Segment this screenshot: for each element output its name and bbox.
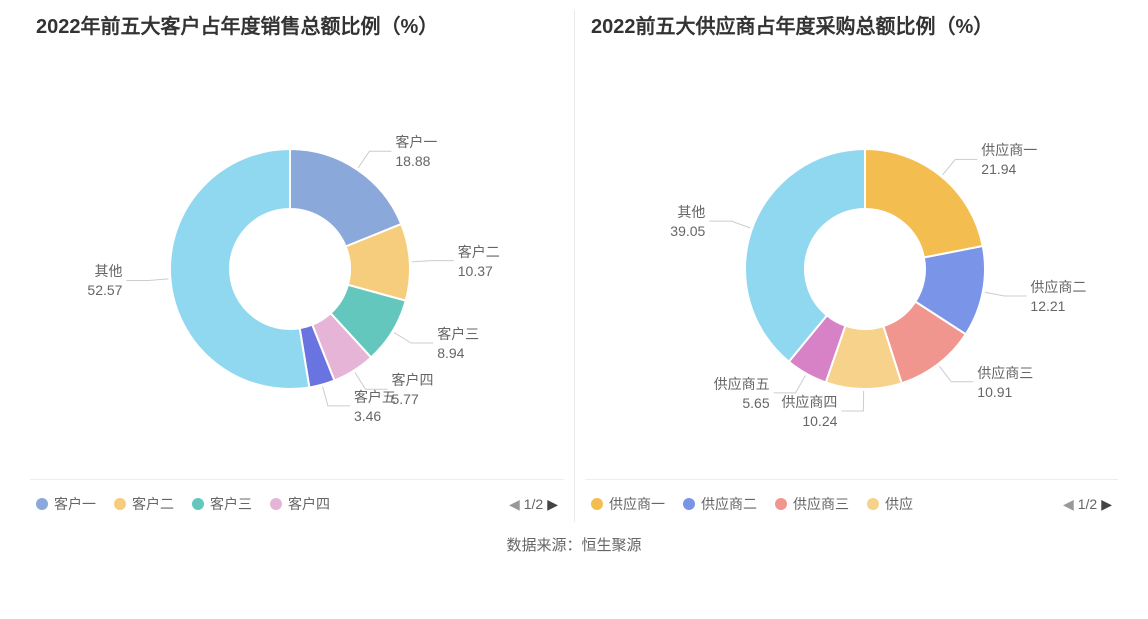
slice-label: 供应商四10.24 xyxy=(781,393,837,431)
pager-prev-icon[interactable]: ◀ xyxy=(509,496,520,513)
legend-item[interactable]: 供应商二 xyxy=(683,494,757,514)
legend-row-right: 供应商一 供应商二 供应商三 供应 ◀ 1/2 ▶ xyxy=(585,479,1118,522)
right-panel: 2022前五大供应商占年度采购总额比例（%） 供应商一21.94 供应商二12.2… xyxy=(575,10,1128,522)
pager-text-left: 1/2 xyxy=(524,496,543,512)
legend-item[interactable]: 供应 xyxy=(867,494,913,514)
legend-items-left: 客户一 客户二 客户三 客户四 xyxy=(36,494,505,514)
donut-chart-left: 客户一18.88 客户二10.37 客户三8.94客户四5.77客户五3.46 其他5… xyxy=(30,59,564,479)
pager-text-right: 1/2 xyxy=(1078,496,1097,512)
legend-item[interactable]: 客户四 xyxy=(270,494,330,514)
chart-title-left: 2022年前五大客户占年度销售总额比例（%） xyxy=(30,10,564,39)
pager-next-icon[interactable]: ▶ xyxy=(1101,496,1112,513)
legend-pager-right: ◀ 1/2 ▶ xyxy=(1063,496,1112,513)
legend-label: 供应商三 xyxy=(793,494,849,514)
charts-container: 2022年前五大客户占年度销售总额比例（%） 客户一18.88客户二10.37客… xyxy=(0,0,1148,522)
slice-label: 供应商二12.21 xyxy=(1030,278,1086,316)
legend-swatch xyxy=(36,498,48,510)
chart-title-right: 2022前五大供应商占年度采购总额比例（%） xyxy=(585,10,1118,39)
slice-label: 客户五3.46 xyxy=(354,388,396,426)
slice-label: 客户三8.94 xyxy=(437,325,479,363)
legend-label: 供应商二 xyxy=(701,494,757,514)
left-panel: 2022年前五大客户占年度销售总额比例（%） 客户一18.88客户二10.37客… xyxy=(20,10,575,522)
legend-swatch xyxy=(591,498,603,510)
legend-item[interactable]: 客户三 xyxy=(192,494,252,514)
legend-swatch xyxy=(775,498,787,510)
legend-swatch xyxy=(192,498,204,510)
donut-slice[interactable] xyxy=(865,149,983,258)
legend-label: 客户三 xyxy=(210,494,252,514)
pager-next-icon[interactable]: ▶ xyxy=(547,496,558,513)
legend-label: 供应 xyxy=(885,494,913,514)
donut-slice[interactable] xyxy=(170,149,309,389)
slice-label: 供应商五5.65 xyxy=(714,375,770,413)
slice-label: 供应商三10.91 xyxy=(977,364,1033,402)
slice-label: 客户一18.88 xyxy=(395,133,437,171)
legend-items-right: 供应商一 供应商二 供应商三 供应 xyxy=(591,494,1059,514)
slice-label: 客户二10.37 xyxy=(458,243,500,281)
legend-label: 客户四 xyxy=(288,494,330,514)
legend-item[interactable]: 客户一 xyxy=(36,494,96,514)
legend-swatch xyxy=(867,498,879,510)
slice-label: 供应商一21.94 xyxy=(981,141,1037,179)
legend-item[interactable]: 供应商三 xyxy=(775,494,849,514)
slice-label: 其他39.05 xyxy=(670,203,705,241)
legend-item[interactable]: 客户二 xyxy=(114,494,174,514)
pager-prev-icon[interactable]: ◀ xyxy=(1063,496,1074,513)
slice-label: 其他52.57 xyxy=(87,262,122,300)
legend-label: 客户二 xyxy=(132,494,174,514)
slice-label: 客户四5.77 xyxy=(391,371,433,409)
legend-swatch xyxy=(270,498,282,510)
legend-pager-left: ◀ 1/2 ▶ xyxy=(509,496,558,513)
legend-label: 客户一 xyxy=(54,494,96,514)
data-source-label: 数据来源：恒生聚源 xyxy=(0,534,1148,555)
legend-row-left: 客户一 客户二 客户三 客户四 ◀ 1/2 ▶ xyxy=(30,479,564,522)
legend-label: 供应商一 xyxy=(609,494,665,514)
legend-swatch xyxy=(114,498,126,510)
donut-chart-right: 供应商一21.94 供应商二12.21 供应商三10.91 供应商四10.24 供应商五… xyxy=(585,59,1118,479)
legend-swatch xyxy=(683,498,695,510)
legend-item[interactable]: 供应商一 xyxy=(591,494,665,514)
